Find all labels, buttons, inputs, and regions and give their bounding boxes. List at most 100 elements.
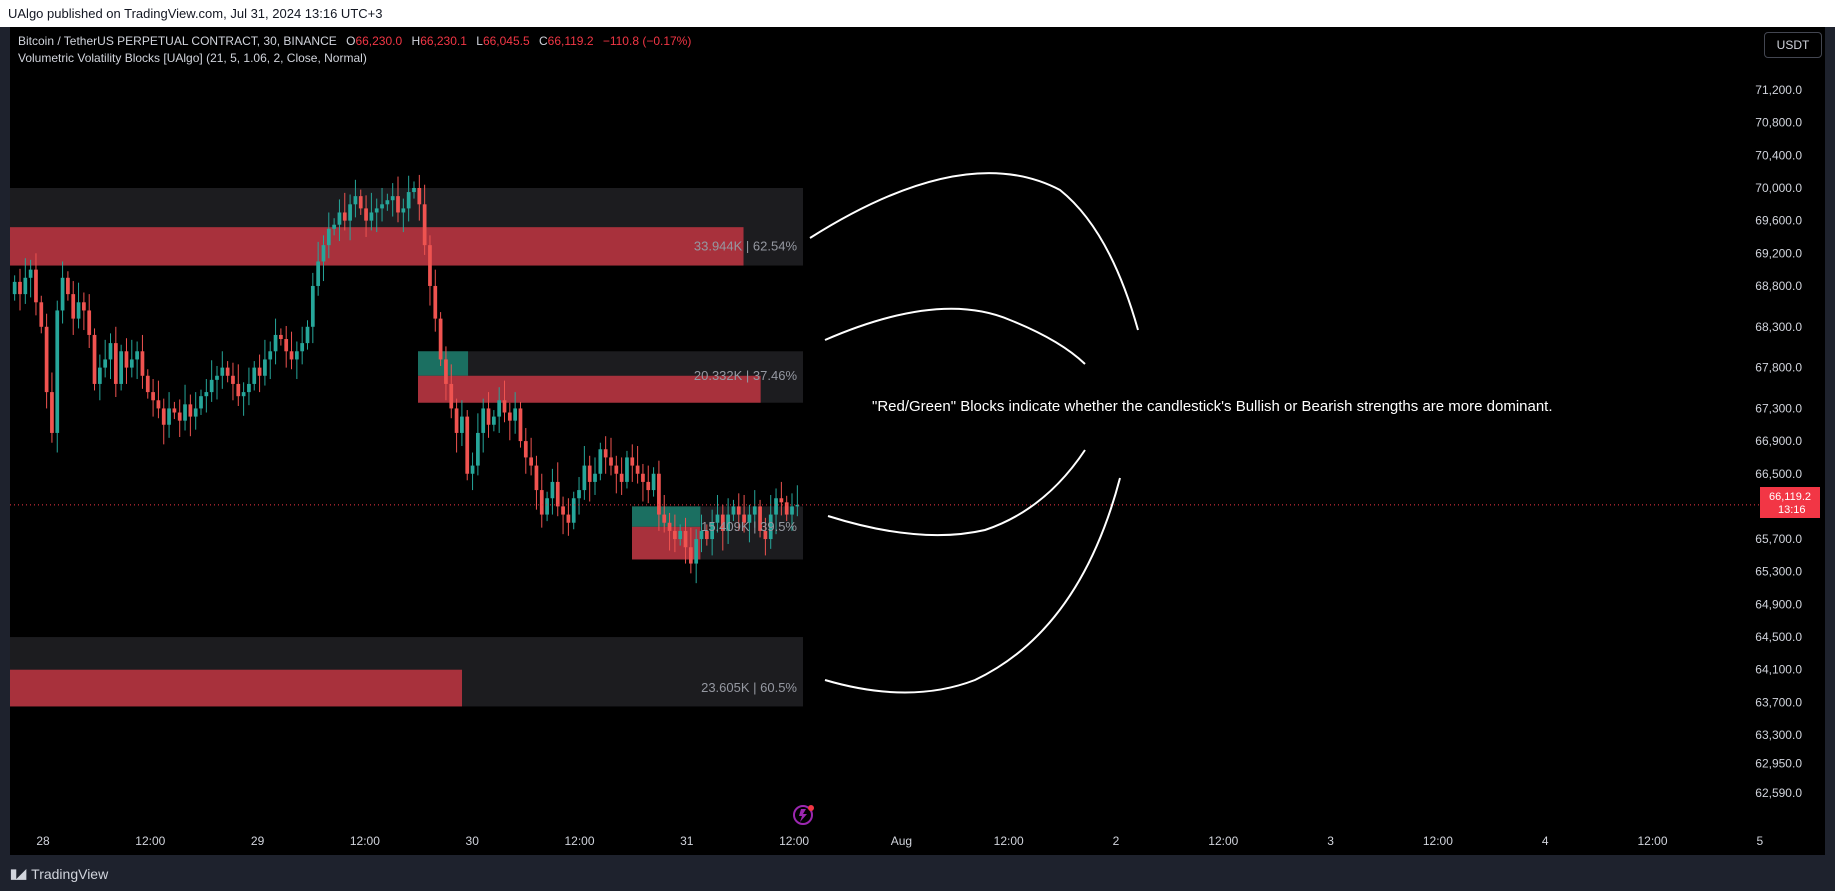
candle-body <box>145 375 150 393</box>
candle-body <box>454 408 459 433</box>
candle-body <box>758 506 762 531</box>
low-label: L <box>476 34 483 48</box>
candle-body <box>491 416 496 425</box>
arc-4 <box>824 477 1121 694</box>
candle-body <box>433 285 438 319</box>
price-tick-label: 65,700.0 <box>1755 532 1802 546</box>
candle-body <box>337 212 342 225</box>
candle-body <box>161 408 166 425</box>
candle-body <box>268 351 273 360</box>
candle-body <box>683 530 688 548</box>
candle-body <box>188 404 193 417</box>
open-label: O <box>346 34 356 48</box>
candle-body <box>87 310 92 335</box>
candle-body <box>523 441 528 458</box>
price-tick-label: 64,900.0 <box>1755 597 1802 611</box>
price-tick-label: 71,200.0 <box>1755 83 1802 97</box>
candle-body <box>779 498 784 503</box>
candle-body <box>364 208 368 221</box>
indicator-name[interactable]: Volumetric Volatility Blocks [UAlgo] (21… <box>18 51 367 65</box>
candle-body <box>422 204 427 246</box>
candle-body <box>82 302 86 311</box>
price-tick-label: 63,700.0 <box>1755 695 1802 709</box>
candle-body <box>119 351 124 384</box>
volatility-blocks <box>10 187 803 707</box>
chart-area[interactable] <box>10 27 1825 855</box>
last-price-label: 66,119.2 <box>1769 491 1811 503</box>
block-label: 33.944K | 62.54% <box>694 238 798 253</box>
candle-body <box>736 506 741 515</box>
candle-body <box>172 408 177 413</box>
block-bull-bar <box>418 351 469 376</box>
publisher-bar: UAlgo published on TradingView.com, Jul … <box>0 0 1835 27</box>
candle-body <box>220 367 225 376</box>
tradingview-logo-icon: ▮◢ <box>10 866 26 881</box>
candle-body <box>113 343 118 384</box>
candle-body <box>694 539 699 564</box>
symbol-name[interactable]: Bitcoin / TetherUS PERPETUAL CONTRACT, 3… <box>18 34 337 48</box>
candle-body <box>481 408 486 433</box>
candle-body <box>763 530 768 540</box>
candle-body <box>657 473 661 515</box>
price-tick-label: 63,300.0 <box>1755 728 1802 742</box>
candle-body <box>92 334 97 384</box>
candle-body <box>390 196 395 201</box>
time-tick-label: 12:00 <box>350 834 380 848</box>
tradingview-brand[interactable]: ▮◢ TradingView <box>10 866 108 882</box>
price-tick-label: 70,000.0 <box>1755 181 1802 195</box>
candle-body <box>566 514 571 523</box>
close-value: 66,119.2 <box>547 34 594 48</box>
time-tick-label: 12:00 <box>564 834 594 848</box>
candle-body <box>50 392 54 433</box>
time-tick-label: 12:00 <box>1423 834 1453 848</box>
candle-body <box>497 400 502 417</box>
candle-body <box>646 481 651 491</box>
candle-body <box>428 245 432 286</box>
candle-body <box>752 506 757 515</box>
candle-body <box>332 224 336 229</box>
replay-icon[interactable] <box>793 805 814 825</box>
time-tick-label: 28 <box>36 834 50 848</box>
price-tick-label: 62,590.0 <box>1755 786 1802 800</box>
candle-body <box>294 351 299 360</box>
candle-body <box>156 400 161 409</box>
currency-button[interactable]: USDT <box>1764 32 1822 58</box>
candle-body <box>747 514 752 523</box>
candle-body <box>470 465 475 474</box>
candle-body <box>44 326 49 393</box>
arc-2 <box>824 307 1086 365</box>
candle-body <box>380 204 384 209</box>
close-label: C <box>539 34 548 48</box>
price-axis[interactable]: 71,200.0 70,800.0 70,400.0 70,000.0 69,600.0… <box>1755 83 1802 800</box>
candle-body <box>625 457 629 482</box>
block-label: 20.332K | 37.46% <box>694 368 798 383</box>
candle-body <box>18 281 22 295</box>
block-bull-bar <box>632 506 701 527</box>
candle-body <box>715 514 720 523</box>
candle-body <box>502 400 507 413</box>
candle-body <box>507 412 512 421</box>
candle-body <box>97 367 102 384</box>
candle-body <box>353 196 358 205</box>
candle-body <box>465 416 470 474</box>
last-price-tag: 66,119.2 13:16 <box>1760 487 1820 518</box>
candle-body <box>673 530 677 540</box>
candle-body <box>284 339 289 352</box>
price-tick-label: 62,950.0 <box>1755 757 1802 771</box>
candle-body <box>151 392 155 401</box>
low-value: 66,045.5 <box>482 34 530 48</box>
price-tick-label: 70,800.0 <box>1755 116 1802 130</box>
candle-body <box>279 334 283 340</box>
price-tick-label: 67,300.0 <box>1755 401 1802 415</box>
candle-body <box>66 277 70 295</box>
time-axis[interactable]: 28 12:00 29 12:00 30 12:00 31 12:00 Aug 12:00 2 12:… <box>36 834 1763 848</box>
high-value: 66,230.1 <box>420 34 467 48</box>
legend-symbol-row: Bitcoin / TetherUS PERPETUAL CONTRACT, 3… <box>18 33 691 50</box>
price-tick-label: 65,300.0 <box>1755 565 1802 579</box>
candle-body <box>614 465 619 474</box>
candle-body <box>518 408 523 442</box>
candle-body <box>305 326 310 344</box>
candle-body <box>103 359 108 368</box>
time-tick-label: 4 <box>1542 834 1549 848</box>
